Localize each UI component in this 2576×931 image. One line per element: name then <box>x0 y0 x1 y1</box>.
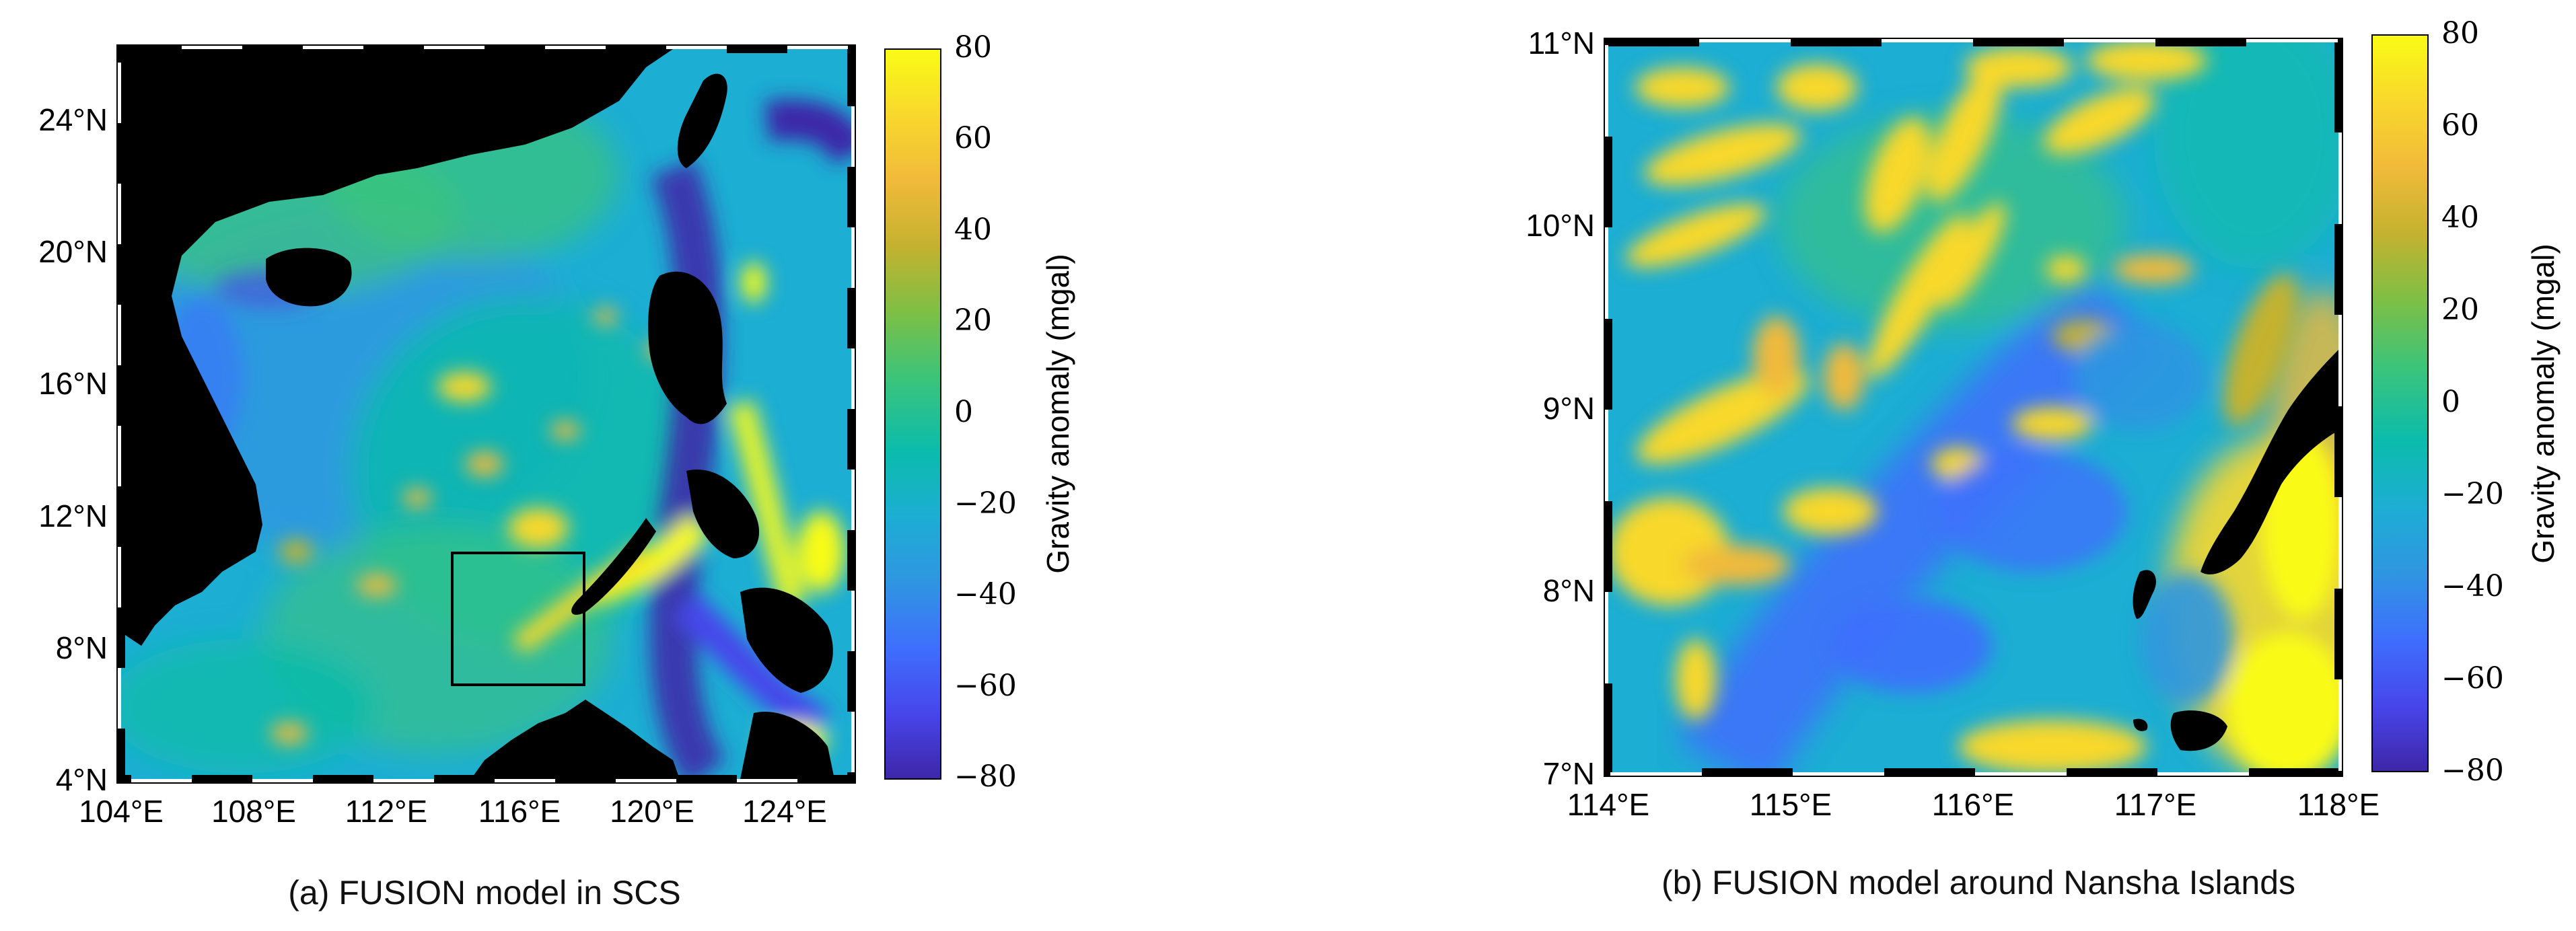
lon-tick: 120°E <box>610 794 694 829</box>
sulawesi-landmass <box>740 712 834 779</box>
lat-tick: 9°N <box>1543 391 1595 426</box>
lon-tick: 108°E <box>211 794 296 829</box>
colorbar-tick: −40 <box>954 577 1017 611</box>
lat-tick: 16°N <box>38 366 108 401</box>
colorbar-title-b: Gravity anomaly (mgal) <box>2526 244 2561 563</box>
lon-tick: 112°E <box>345 794 427 829</box>
colorbar-tick: −40 <box>2441 569 2504 603</box>
colorbar-tick: −80 <box>2441 753 2504 788</box>
palawan-island <box>571 518 656 615</box>
colorbar-tick: 0 <box>2441 385 2460 419</box>
colorbar-title-a: Gravity anomaly (mgal) <box>1040 254 1075 573</box>
colorbar-tick: −60 <box>954 669 1017 703</box>
panel-b-lon-labels: 114°E 115°E 116°E 117°E 118°E <box>1567 787 2380 822</box>
lon-tick: 115°E <box>1750 787 1832 822</box>
lat-tick: 20°N <box>38 234 108 269</box>
colorbar-tick: 60 <box>954 121 992 155</box>
panel-a-anomaly-field <box>121 49 851 779</box>
lon-tick: 124°E <box>742 794 827 829</box>
colorbar-tick: 0 <box>954 395 973 429</box>
lon-tick: 104°E <box>79 794 164 829</box>
colorbar-tick: 80 <box>954 30 992 65</box>
panel-a-map <box>116 44 941 784</box>
lat-tick: 4°N <box>56 762 108 797</box>
luzon-island <box>648 271 727 424</box>
lon-tick: 117°E <box>2114 787 2196 822</box>
lon-tick: 118°E <box>2297 787 2380 822</box>
panel-a-lon-labels: 104°E 108°E 112°E 116°E 120°E 124°E <box>79 794 827 829</box>
colorbar-tick: 60 <box>2441 108 2479 143</box>
lon-tick: 116°E <box>478 794 561 829</box>
panel-a-colorbar-labels: 80 60 40 20 0 −20 −40 −60 −80 <box>954 30 1017 794</box>
lat-tick: 24°N <box>38 102 108 137</box>
lat-tick: 12°N <box>38 498 108 533</box>
philippines-visayas <box>686 470 760 558</box>
panel-a-colorbar <box>884 48 941 780</box>
panel-a-frame <box>116 44 856 784</box>
colorbar-tick: 40 <box>954 213 992 247</box>
colorbar-tick: 80 <box>2441 16 2479 50</box>
borneo-landmass <box>471 700 680 779</box>
hainan-island <box>266 248 352 307</box>
colorbar-tick: 20 <box>2441 293 2479 327</box>
panel-a-caption: (a) FUSION model in SCS <box>288 874 681 911</box>
panel-b-colorbar-labels: 80 60 40 20 0 −20 −40 −60 −80 <box>2441 16 2504 788</box>
nansha-inset-box <box>451 552 585 686</box>
colorbar-tick: 20 <box>954 303 992 338</box>
panel-b-lat-labels: 7°N 8°N 9°N 10°N 11°N <box>1526 26 1595 791</box>
lat-tick: 7°N <box>1543 756 1595 791</box>
lon-tick: 114°E <box>1567 787 1649 822</box>
lon-tick: 116°E <box>1932 787 2014 822</box>
colorbar-tick: −60 <box>2441 661 2504 696</box>
taiwan-island <box>677 73 727 168</box>
lat-tick: 11°N <box>1528 26 1595 61</box>
lat-tick: 10°N <box>1526 208 1595 243</box>
panel-b-caption: (b) FUSION model around Nansha Islands <box>1661 864 2296 901</box>
colorbar-tick: −80 <box>954 759 1017 794</box>
mindanao-island <box>740 587 833 693</box>
colorbar-tick: 40 <box>2441 200 2479 235</box>
mainland-asia-landmass <box>121 49 673 646</box>
lat-tick: 8°N <box>1543 573 1595 608</box>
lat-tick: 8°N <box>56 630 108 665</box>
panel-a-lat-labels: 4°N 8°N 12°N 16°N 20°N 24°N <box>38 102 108 797</box>
colorbar-tick: −20 <box>2441 477 2504 511</box>
colorbar-tick: −20 <box>954 486 1017 521</box>
